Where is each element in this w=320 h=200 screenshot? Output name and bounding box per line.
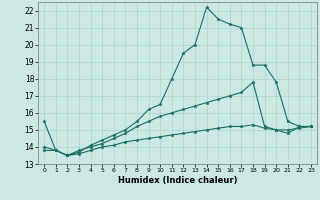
- X-axis label: Humidex (Indice chaleur): Humidex (Indice chaleur): [118, 176, 237, 185]
